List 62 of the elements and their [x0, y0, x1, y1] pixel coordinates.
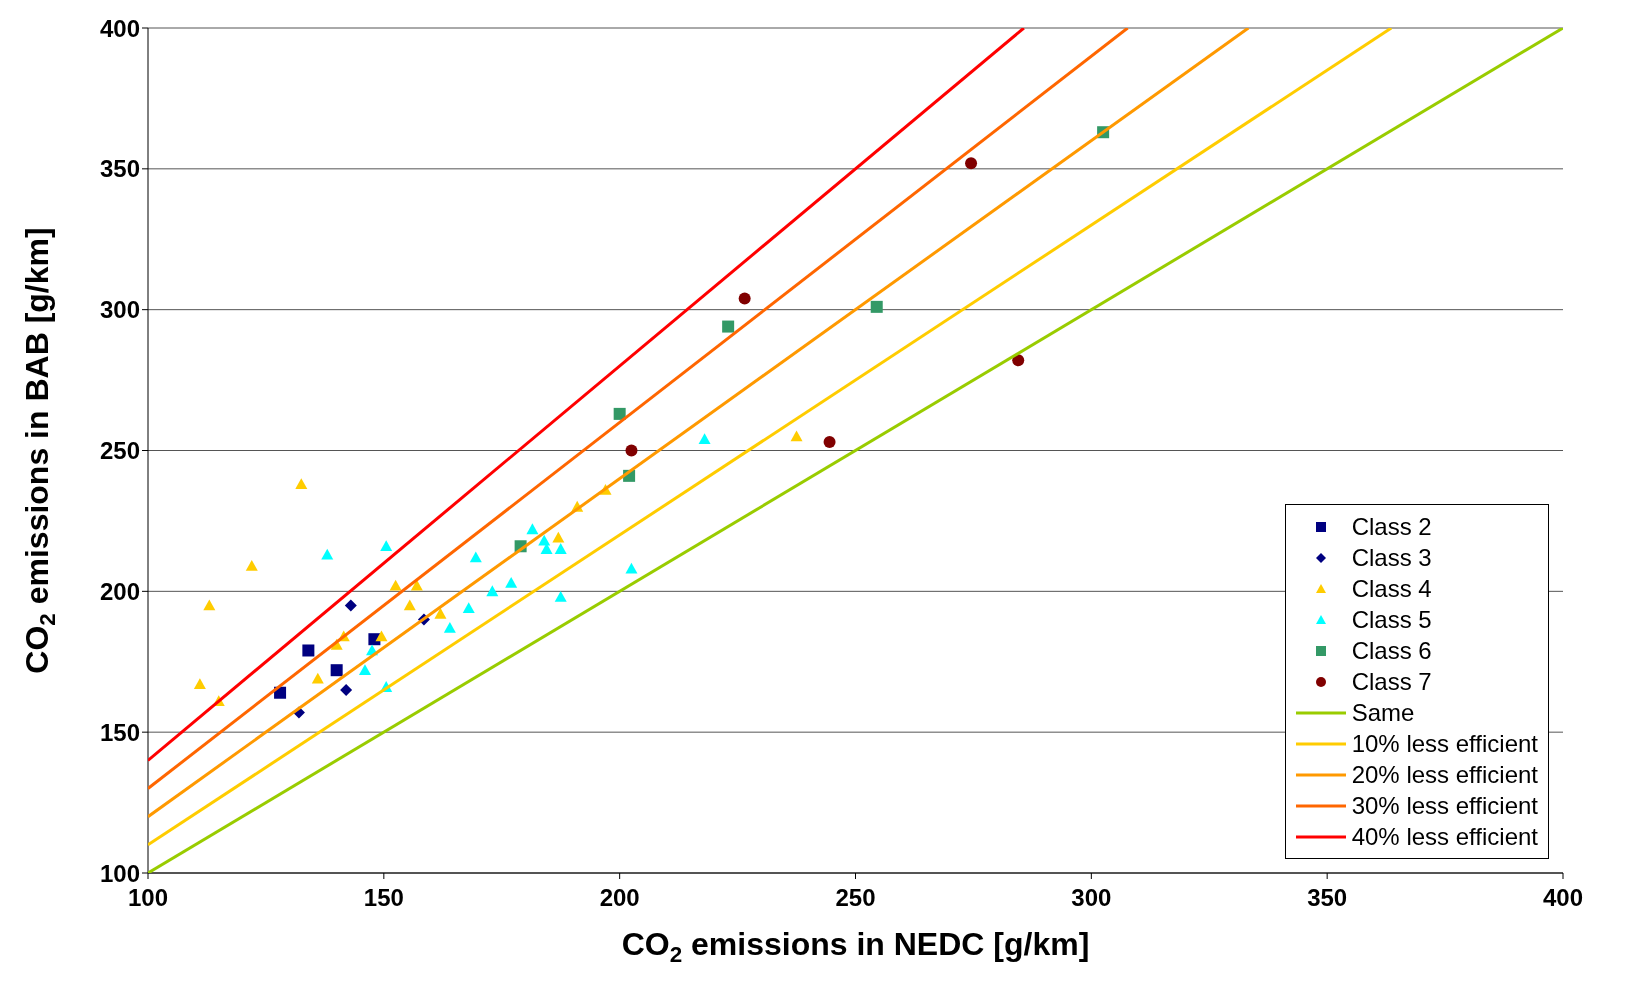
point: [554, 543, 567, 554]
point: [625, 444, 638, 457]
point: [625, 562, 638, 574]
y-tick-label: 200: [99, 577, 140, 605]
point: [1012, 354, 1025, 367]
y-tick-label: 150: [99, 718, 140, 746]
legend-label: 10% less efficient: [1351, 729, 1538, 758]
legend-label: Same: [1351, 698, 1415, 727]
point: [321, 548, 334, 560]
y-tick-label: 400: [99, 14, 140, 42]
legend-label: Class 2: [1351, 512, 1432, 541]
point: [344, 599, 357, 612]
legend-label: Class 6: [1351, 636, 1432, 665]
x-tick-label: 250: [835, 884, 876, 912]
point: [698, 433, 711, 445]
point: [389, 579, 402, 591]
point: [486, 585, 499, 597]
point: [443, 621, 456, 633]
point: [295, 478, 308, 490]
point: [203, 599, 216, 611]
point: [358, 664, 371, 675]
y-tick-label: 100: [99, 859, 140, 887]
y-tick-label: 350: [99, 155, 140, 183]
legend-label: 30% less efficient: [1351, 791, 1538, 820]
point: [526, 523, 539, 535]
point: [469, 551, 482, 563]
x-tick-label: 100: [127, 884, 169, 912]
legend-label: Class 4: [1351, 574, 1432, 603]
point: [738, 292, 751, 305]
point: [965, 157, 978, 170]
legend-label: Class 5: [1351, 605, 1432, 634]
y-tick-label: 250: [99, 437, 140, 465]
point: [552, 531, 565, 543]
point: [554, 590, 567, 602]
point: [380, 540, 393, 552]
point: [823, 436, 836, 449]
point: [302, 644, 315, 657]
point: [722, 320, 735, 333]
point: [870, 300, 883, 313]
point: [790, 430, 803, 442]
point: [434, 607, 447, 619]
x-tick-label: 400: [1542, 884, 1584, 912]
legend-label: Class 3: [1351, 543, 1432, 572]
x-tick-label: 200: [599, 884, 640, 912]
point: [462, 602, 475, 614]
point: [403, 599, 416, 611]
legend-label: 20% less efficient: [1351, 760, 1538, 789]
y-tick-label: 300: [99, 296, 140, 324]
point: [193, 678, 206, 690]
point: [613, 407, 626, 420]
x-axis-title: CO$_{2}$ emissions in NEDC [g/km]: [621, 926, 1090, 967]
point: [311, 672, 324, 684]
point: [505, 576, 518, 588]
x-tick-label: 150: [363, 884, 404, 912]
x-tick-label: 300: [1071, 884, 1112, 912]
point: [245, 559, 258, 571]
legend-label: Class 7: [1351, 667, 1432, 696]
point: [340, 683, 353, 696]
point: [375, 630, 388, 642]
legend-label: 40% less efficient: [1351, 822, 1538, 851]
point: [330, 664, 343, 677]
x-tick-label: 350: [1307, 884, 1348, 912]
